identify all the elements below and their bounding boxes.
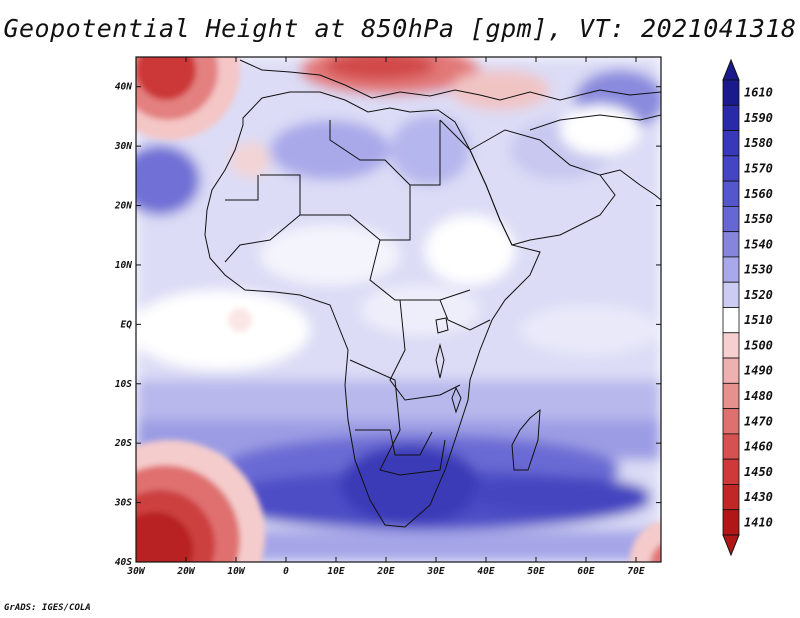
lat-label: 30N [114, 141, 132, 152]
colorbar-swatch [722, 332, 740, 359]
colorbar-label: 1590 [744, 111, 773, 125]
colorbar-top-arrow [722, 58, 740, 81]
lon-label: 20W [176, 566, 195, 577]
colorbar-label: 1460 [744, 440, 773, 454]
colorbar-label: 1610 [744, 86, 773, 100]
lat-label: EQ [121, 319, 133, 330]
colorbar-label: 1580 [744, 136, 773, 150]
lon-label: 70E [627, 566, 644, 577]
colorbar-label: 1470 [744, 414, 773, 428]
colorbar-swatch [722, 484, 740, 511]
colorbar-label: 1520 [744, 288, 773, 302]
lon-label: 10W [227, 566, 245, 577]
grads-credit: GrADS: IGES/COLA [4, 603, 91, 613]
colorbar-swatch [722, 130, 740, 157]
colorbar-label: 1430 [744, 490, 773, 504]
colorbar-bottom-arrow [722, 534, 740, 557]
lon-label: 20E [376, 566, 394, 577]
lon-label: 30W [126, 566, 145, 577]
lat-label: 40S [115, 557, 132, 568]
colorbar-label: 1560 [744, 187, 773, 201]
colorbar-swatch [722, 382, 740, 410]
height-field [136, 57, 661, 562]
colorbar-label: 1540 [744, 237, 773, 251]
colorbar-label: 1550 [744, 212, 773, 226]
colorbar-label: 1500 [744, 338, 773, 352]
lon-label: 40E [477, 566, 494, 577]
colorbar-swatch [722, 180, 740, 207]
colorbar-swatch [722, 281, 740, 308]
lat-label: 20S [114, 438, 132, 449]
colorbar-swatch [722, 307, 740, 334]
lat-label: 10N [115, 260, 132, 271]
lat-label: 10S [115, 379, 132, 390]
colorbar-swatch [722, 79, 740, 106]
colorbar-swatch [722, 357, 740, 384]
colorbar-label: 1510 [744, 313, 773, 327]
colorbar-swatch [722, 155, 740, 182]
map-frame [135, 56, 662, 563]
colorbar: 1610 1590 1580 1570 1560 1550 1540 1530 1520 1510… [722, 58, 773, 557]
colorbar-label: 1570 [744, 161, 773, 175]
colorbar-swatch [722, 509, 740, 536]
map-title: Geopotential Height at 850hPa [gpm], VT:… [3, 14, 797, 43]
map-axes: 30W 20W 10W 0 10E 20E 30E 40E 50E 60E 70E 40N 30N 20N… [114, 57, 661, 577]
colorbar-swatch [722, 433, 740, 460]
lat-label: 30S [114, 498, 132, 509]
lon-label: 60E [577, 566, 594, 577]
colorbar-swatch [722, 205, 740, 233]
colorbar-swatch [722, 458, 740, 485]
colorbar-label: 1530 [744, 263, 773, 277]
lat-label: 40N [115, 82, 132, 93]
lon-label: 30E [426, 566, 444, 577]
colorbar-swatch [722, 231, 740, 258]
coastlines [204, 59, 661, 528]
colorbar-label: 1490 [744, 364, 773, 378]
colorbar-swatch [722, 256, 740, 283]
colorbar-label: 1450 [744, 465, 773, 479]
lon-label: 10E [327, 566, 344, 577]
colorbar-label: 1410 [744, 515, 773, 529]
colorbar-label: 1480 [744, 389, 773, 403]
colorbar-swatch [722, 104, 740, 131]
lon-label: 50E [527, 566, 544, 577]
lat-label: 20N [114, 201, 132, 212]
colorbar-swatch [722, 408, 740, 435]
lon-label: 0 [283, 566, 289, 577]
